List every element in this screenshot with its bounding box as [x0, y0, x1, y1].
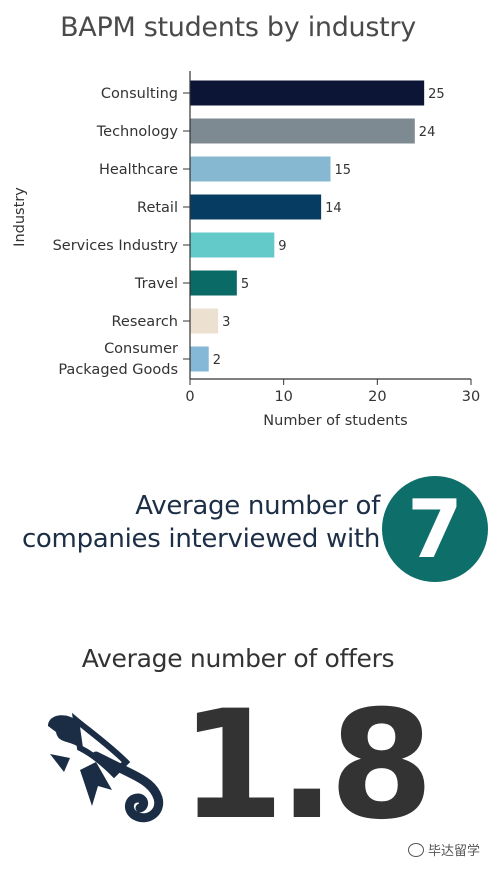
category-label: Research	[111, 314, 178, 330]
bar-value-label: 24	[419, 125, 436, 140]
watermark: 毕达留学	[408, 840, 480, 859]
avg-companies-label: Average number of companies interviewed …	[20, 490, 380, 556]
x-axis-label: Number of students	[263, 413, 407, 429]
bar-value-label: 9	[278, 239, 286, 254]
category-label: Retail	[137, 200, 178, 216]
watermark-text: 毕达留学	[428, 844, 481, 859]
avg-companies-value: 7	[407, 482, 463, 576]
bar-1	[190, 80, 425, 106]
bar-4	[190, 194, 322, 220]
avg-companies-badge: 7	[382, 476, 488, 582]
avg-companies-line2: companies interviewed with	[21, 524, 380, 554]
bar-value-label: 2	[213, 353, 221, 368]
category-label: Healthcare	[99, 162, 178, 178]
wechat-icon	[408, 842, 424, 857]
avg-companies-line1: Average number of	[135, 491, 380, 521]
y-axis-label: Industry	[12, 187, 28, 247]
avg-offers-value: 1.8	[180, 679, 434, 853]
bar-6	[190, 270, 237, 296]
industry-bar-chart: 25 24 15 14 9 5 3 2 Consulting Technology Healthc…	[12, 71, 480, 429]
bar-value-label: 25	[428, 87, 445, 102]
bar-value-label: 14	[325, 201, 342, 216]
category-label: Consulting	[101, 86, 178, 102]
bar-5	[190, 232, 275, 258]
x-tick-label: 20	[368, 389, 386, 405]
chart-title: BAPM students by industry	[60, 12, 416, 43]
category-label: Technology	[96, 124, 179, 140]
x-tick-label: 30	[462, 389, 480, 405]
bar-2	[190, 118, 415, 144]
bar-value-label: 5	[241, 277, 249, 292]
category-label: Services Industry	[53, 238, 179, 254]
bar-3	[190, 156, 331, 182]
bar-7	[190, 308, 219, 334]
bar-value-label: 3	[222, 315, 230, 330]
diploma-scroll-icon	[48, 712, 164, 823]
bar-8	[190, 346, 209, 372]
avg-offers-label: Average number of offers	[81, 644, 395, 673]
x-tick-label: 0	[185, 389, 194, 405]
bar-value-label: 15	[335, 163, 352, 178]
x-tick-label: 10	[274, 389, 292, 405]
category-label: Consumer Packaged Goods	[58, 341, 178, 378]
category-label: Travel	[134, 276, 178, 292]
